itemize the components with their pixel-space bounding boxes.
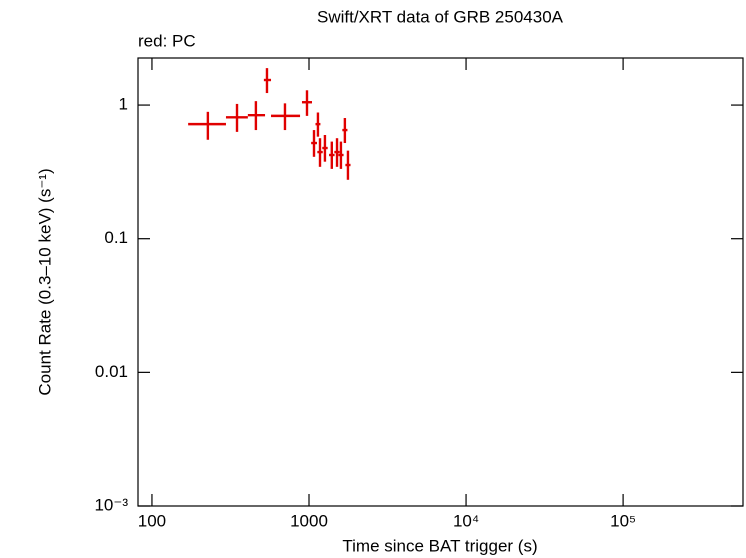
y-tick-label: 10⁻³ <box>94 495 128 514</box>
chart-subtitle: red: PC <box>138 31 196 50</box>
y-tick-label: 0.01 <box>95 362 128 381</box>
plot-frame <box>137 57 744 507</box>
x-tick-label: 10⁴ <box>453 511 479 530</box>
y-tick-label: 0.1 <box>104 228 128 247</box>
x-axis-label: Time since BAT trigger (s) <box>342 536 537 555</box>
chart-title: Swift/XRT data of GRB 250430A <box>317 7 564 26</box>
x-tick-label: 10⁵ <box>610 511 636 530</box>
x-tick-label: 1000 <box>290 511 328 530</box>
x-tick-label: 100 <box>138 511 166 530</box>
y-tick-label: 1 <box>119 95 128 114</box>
y-axis-label: Count Rate (0.3–10 keV) (s⁻¹) <box>35 168 54 395</box>
